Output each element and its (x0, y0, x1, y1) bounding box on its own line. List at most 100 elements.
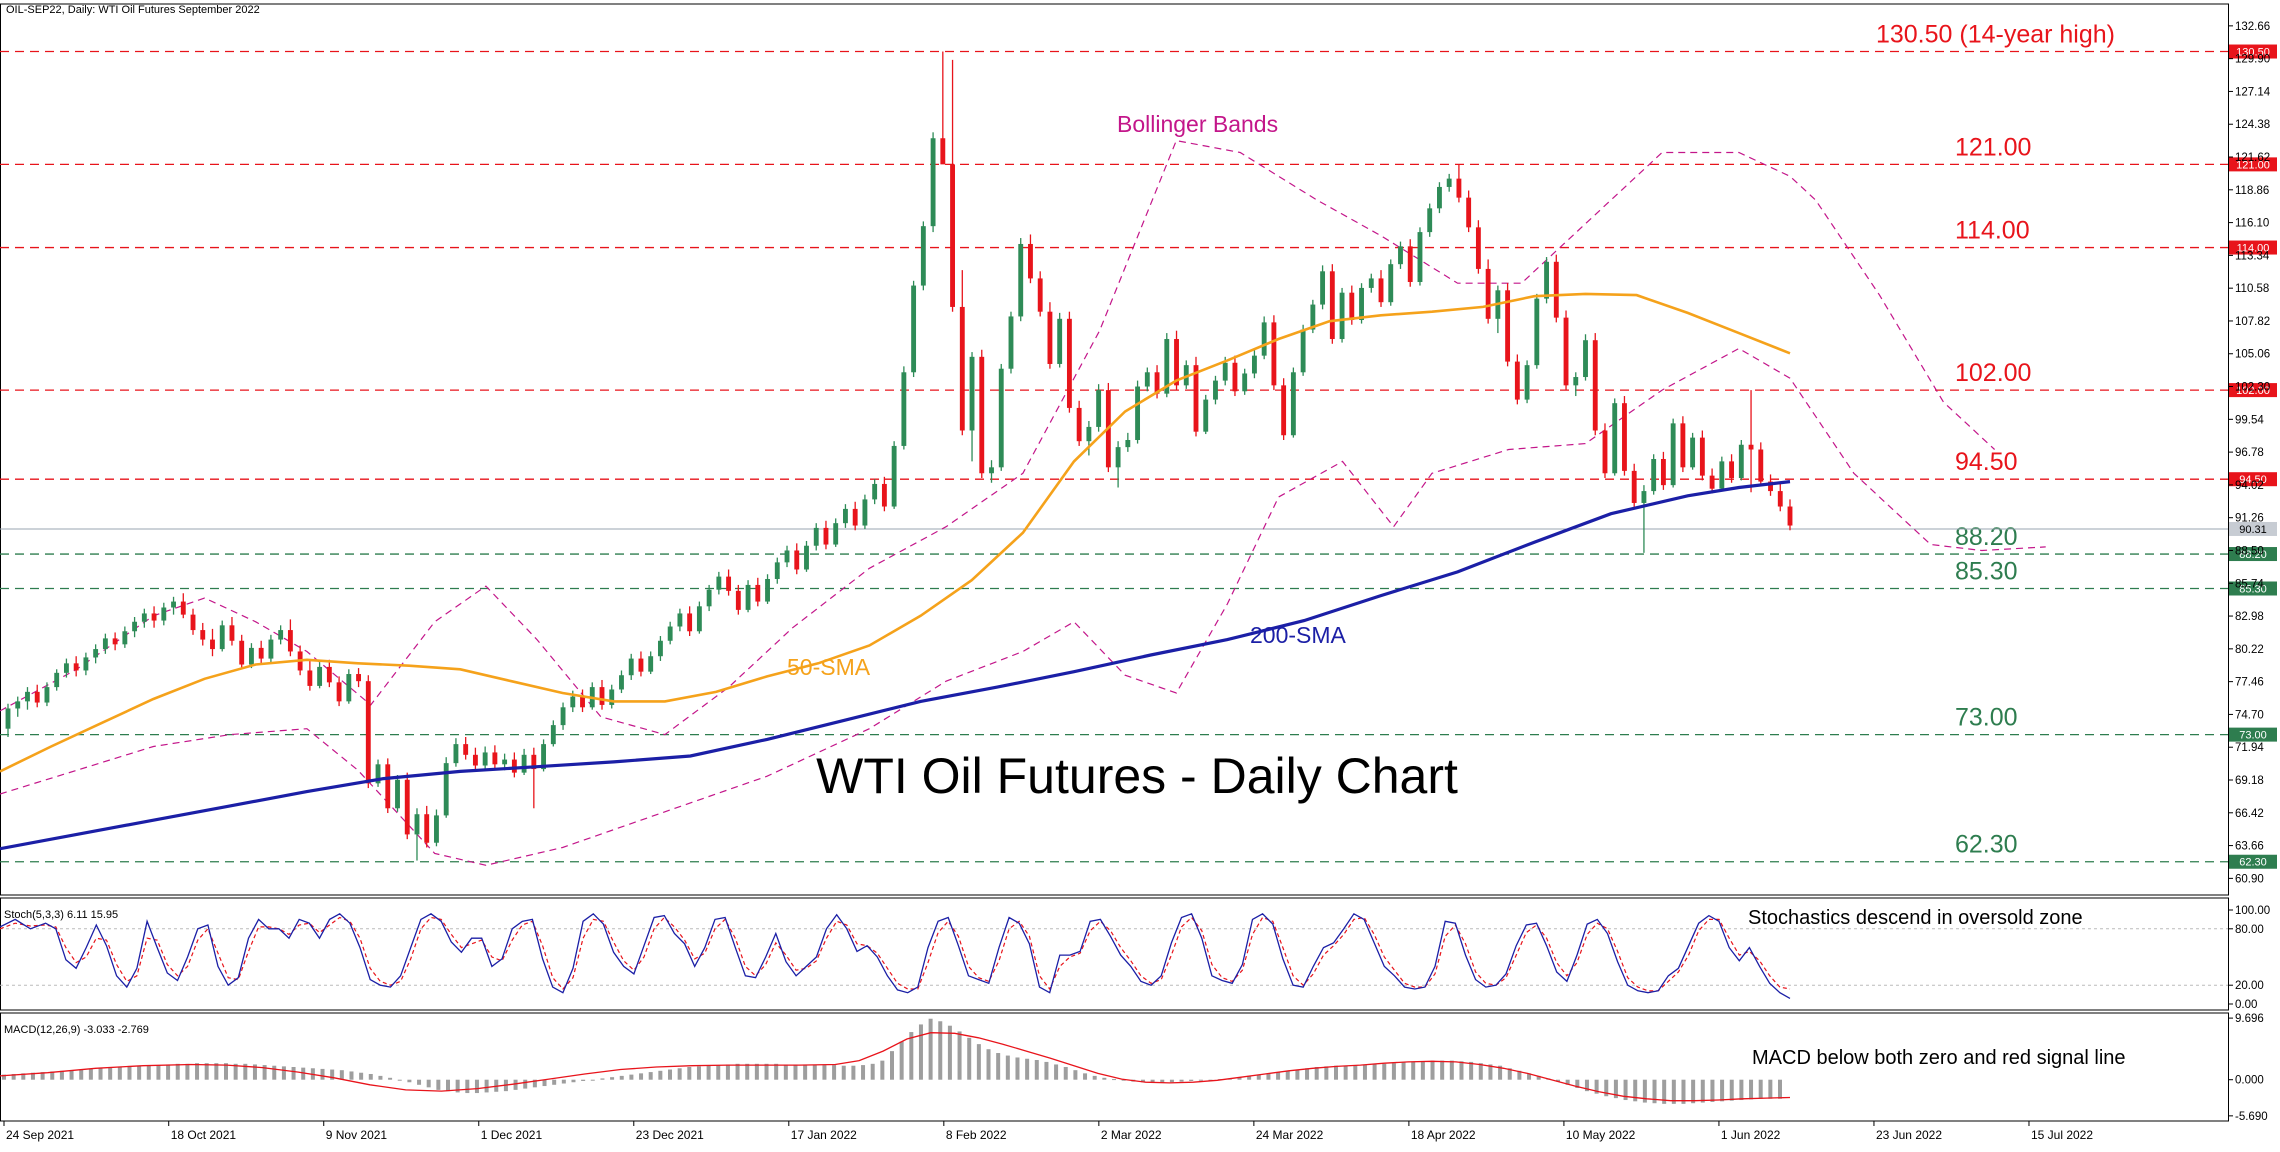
y-tick-label: 82.98 (2235, 611, 2264, 623)
bearish-candle (852, 501, 858, 531)
bullish-candle (1573, 372, 1579, 397)
candle-body (1592, 340, 1598, 431)
candle-body (1222, 362, 1228, 381)
macd-histogram-bar (1372, 1064, 1377, 1080)
macd-histogram-bar (1720, 1079, 1725, 1102)
candle-body (1768, 481, 1773, 492)
level-price-tag-text: 85.30 (2239, 583, 2267, 595)
candle-body (1573, 377, 1579, 386)
bearish-candle (1622, 396, 1627, 476)
bullish-candle (1057, 312, 1063, 368)
macd-histogram-bar (79, 1069, 84, 1080)
candle-body (1514, 361, 1520, 400)
macd-histogram-bar (1411, 1061, 1416, 1080)
bearish-candle (404, 772, 410, 840)
candle-body (901, 372, 907, 446)
candles (5, 51, 1793, 861)
bullish-candle (1144, 367, 1150, 392)
macd-histogram-bar (1112, 1079, 1116, 1081)
macd-histogram-bar (185, 1063, 190, 1080)
candle-body (268, 639, 274, 659)
candle-body (278, 630, 284, 640)
macd-histogram-bar (1140, 1079, 1145, 1083)
macd-histogram-bar (986, 1049, 991, 1080)
macd-histogram-bar (1440, 1060, 1445, 1080)
bullish-candle (1719, 456, 1725, 492)
bearish-candle (365, 675, 371, 789)
macd-histogram-bar (619, 1075, 624, 1080)
candle-body (15, 701, 21, 709)
bullish-candle (161, 602, 167, 626)
bullish-candle (901, 366, 907, 450)
macd-histogram-bar (50, 1071, 55, 1080)
bullish-candle (657, 636, 663, 661)
bullish-candle (1427, 203, 1433, 237)
macd-histogram-bar (11, 1073, 16, 1080)
macd-panel: 9.696 0.000 -5.690 MACD below both zero and… (0, 1013, 2268, 1123)
bullish-candle (784, 545, 790, 568)
bearish-candle (1232, 355, 1238, 397)
bullish-candle (1670, 418, 1676, 488)
bullish-candle (1641, 485, 1647, 553)
candle-body (696, 606, 702, 632)
macd-histogram-bar (146, 1065, 151, 1080)
macd-histogram-bar (1063, 1067, 1068, 1080)
macd-histogram-bar (996, 1053, 1001, 1080)
candle-body (1417, 232, 1423, 282)
macd-histogram-bar (754, 1063, 759, 1080)
macd-histogram-bar (108, 1067, 113, 1080)
level-label: 121.00 (1955, 133, 2031, 161)
bearish-candle (599, 679, 605, 710)
bullish-candle (833, 518, 839, 547)
candle-body (93, 649, 99, 658)
bullish-candle (989, 460, 994, 483)
bullish-candle (102, 633, 108, 654)
bearish-candle (424, 805, 430, 848)
macd-histogram-bar (1430, 1060, 1435, 1080)
bullish-candle (619, 670, 624, 694)
candle-body (891, 445, 897, 507)
level-label: 88.20 (1955, 523, 2018, 551)
candle-body (1329, 271, 1335, 340)
bollinger-upper-band (0, 139, 1996, 736)
candle-body (1008, 316, 1014, 369)
candle-body (1174, 339, 1179, 386)
bearish-candle (979, 349, 985, 479)
price-axis: 132.66 129.90 127.14 124.38 121.62 118.86 116.… (2228, 21, 2271, 885)
bullish-candle (609, 684, 615, 709)
macd-histogram-bar (69, 1070, 74, 1080)
candle-body (1670, 423, 1676, 486)
macd-histogram-bar (552, 1079, 557, 1085)
stoch-tick-label: 80.00 (2235, 924, 2264, 936)
bullish-candle (434, 809, 439, 847)
bearish-candle (258, 640, 264, 664)
candle-body (1787, 506, 1793, 526)
candle-body (151, 613, 157, 621)
candle-body (365, 681, 371, 784)
main-panel-border (0, 3, 2229, 896)
macd-histogram-bar (117, 1067, 122, 1080)
bullish-candle (1115, 441, 1121, 488)
level-price-tag-text: 114.00 (2237, 243, 2270, 255)
bullish-candle (1213, 375, 1218, 405)
candle-body (73, 663, 79, 671)
chart-frame (0, 3, 2229, 1122)
bearish-candle (940, 51, 946, 165)
macd-histogram-bar (1671, 1079, 1676, 1104)
macd-histogram-bar (832, 1065, 837, 1080)
y-tick-label: 99.54 (2235, 414, 2264, 426)
bullish-candle (44, 682, 50, 707)
stoch-panel-border (0, 897, 2229, 1011)
macd-histogram-bar (1449, 1060, 1454, 1080)
bearish-candle (356, 668, 361, 688)
bullish-candle (171, 596, 176, 615)
macd-histogram-bar (1092, 1075, 1097, 1080)
bullish-candle (1524, 360, 1530, 404)
macd-tick-label: 0.000 (2235, 1075, 2264, 1087)
bearish-candle (1680, 416, 1686, 473)
bullish-candle (765, 574, 770, 604)
macd-histogram-bar (870, 1063, 875, 1080)
bullish-candle (1388, 259, 1394, 306)
macd-histogram-bar (1102, 1077, 1107, 1080)
